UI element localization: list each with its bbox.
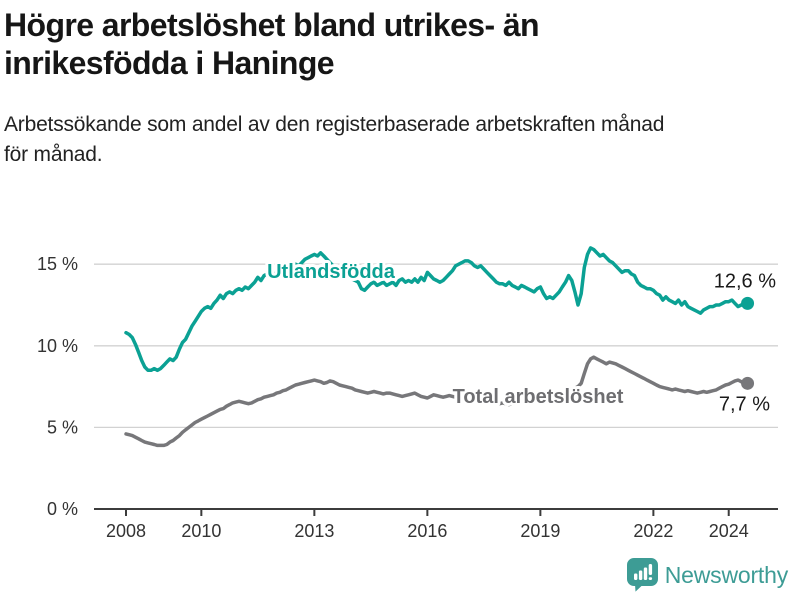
newsworthy-logo: Newsworthy	[626, 558, 788, 592]
y-axis-tick-label: 0 %	[47, 499, 78, 519]
end-value-label-utlandsfodda: 12,6 %	[714, 270, 776, 292]
chart-subtitle-line2: för månad.	[4, 142, 103, 166]
series-line-total-arbetsloshet	[124, 355, 750, 448]
page-title-line1: Högre arbetslöshet bland utrikes- än	[4, 7, 540, 43]
x-axis-tick-label: 2016	[407, 521, 447, 541]
chart-subtitle: Arbetssökande som andel av den registerb…	[4, 110, 784, 170]
newsworthy-brand-text: Newsworthy	[664, 561, 788, 588]
x-axis-tick-label: 2010	[181, 521, 221, 541]
series-label-total-arbetsloshet: Total arbetslöshet	[453, 386, 624, 408]
series-line-utlandsfodda	[124, 246, 750, 373]
chart-subtitle-line1: Arbetssökande som andel av den registerb…	[4, 112, 665, 136]
series-label-utlandsfodda: Utlandsfödda	[267, 261, 396, 283]
page-title-line2: inrikesfödda i Haninge	[4, 45, 335, 82]
y-axis-tick-label: 5 %	[47, 417, 78, 437]
x-axis-tick-label: 2013	[294, 521, 334, 541]
series-end-dot-utlandsfodda	[741, 296, 755, 310]
series-end-dot-total-arbetsloshet	[741, 376, 755, 390]
x-axis-tick-label: 2019	[520, 521, 560, 541]
y-axis-tick-label: 15 %	[37, 254, 78, 274]
newsworthy-speech-bubble-bar-chart-icon	[626, 558, 658, 592]
x-axis-tick-label: 2024	[709, 521, 749, 541]
page-title: Högre arbetslöshet bland utrikes- än inr…	[4, 6, 784, 83]
x-axis-tick-label: 2008	[106, 521, 146, 541]
chart-header: Högre arbetslöshet bland utrikes- än inr…	[4, 6, 784, 169]
y-axis-tick-label: 10 %	[37, 336, 78, 356]
x-axis-tick-label: 2022	[633, 521, 673, 541]
end-value-label-total-arbetsloshet: 7,7 %	[719, 393, 770, 415]
